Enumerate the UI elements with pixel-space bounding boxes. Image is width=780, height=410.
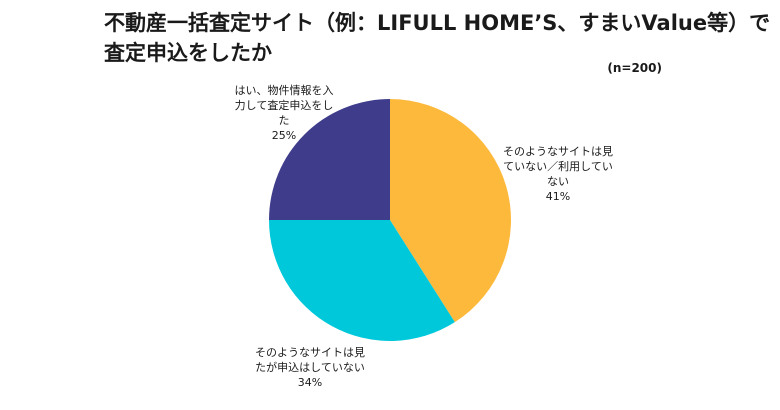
pie-slice-applied <box>269 99 390 220</box>
slice-label-not-seen-line-3: ない <box>547 175 569 188</box>
slice-label-applied-line-3: た <box>278 114 290 127</box>
slice-label-not-seen: そのようなサイトは見 ていない／利用してい ない 41% <box>498 144 618 204</box>
pie-slice-seen-not-applied <box>269 220 455 341</box>
chart-title: 不動産一括査定サイト（例：LIFULL HOME’S、すまいValue等）で 査… <box>104 8 771 68</box>
slice-label-seen-not-applied: そのようなサイトは見 たが申込はしていない 34% <box>250 345 370 390</box>
slice-label-seen-not-applied-line-1: そのようなサイトは見 <box>255 346 365 359</box>
pie-slice-not-seen <box>390 99 511 323</box>
sample-size-note: (n=200) <box>607 61 662 75</box>
slice-label-not-seen-line-1: そのようなサイトは見 <box>503 145 613 158</box>
chart-title-line-1: 不動産一括査定サイト（例：LIFULL HOME’S、すまいValue等）で <box>104 11 771 35</box>
chart-title-line-2: 査定申込をしたか <box>104 41 272 65</box>
slice-value-applied: 25% <box>271 129 297 142</box>
slice-value-seen-not-applied: 34% <box>297 376 323 389</box>
slice-label-seen-not-applied-line-2: たが申込はしていない <box>255 361 365 374</box>
slice-label-not-seen-line-2: ていない／利用してい <box>503 160 613 173</box>
slice-label-applied-line-2: 力して査定申込をし <box>234 99 334 112</box>
slice-value-not-seen: 41% <box>545 190 571 203</box>
slice-label-applied: はい、物件情報を入 力して査定申込をし た 25% <box>224 83 344 143</box>
slice-label-applied-line-1: はい、物件情報を入 <box>234 84 334 97</box>
